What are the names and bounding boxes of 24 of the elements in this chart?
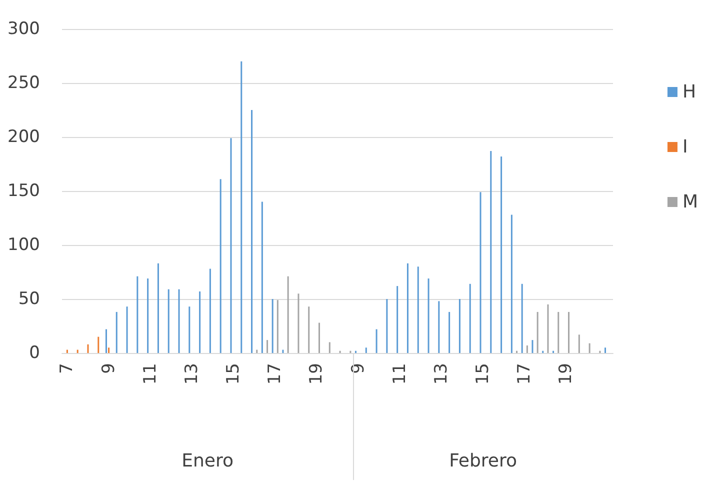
y-tick-label: 150	[8, 181, 40, 201]
legend-label: M	[682, 192, 698, 212]
legend-label: I	[682, 136, 688, 158]
y-tick-label: 50	[18, 289, 40, 309]
x-tick-label: 7	[57, 363, 78, 374]
x-tick-label: 15	[224, 363, 244, 385]
x-tick-label: 11	[140, 363, 160, 385]
x-tick-label: 17	[265, 363, 286, 385]
y-tick-label: 0	[29, 343, 40, 363]
x-tick-label: 11	[390, 363, 410, 385]
y-tick-label: 300	[8, 19, 40, 39]
text: Enero	[182, 450, 234, 472]
x-tick-label: 19	[556, 363, 576, 385]
x-tick-label: 9	[98, 363, 119, 374]
x-tick-label: 15	[473, 363, 494, 385]
x-tick-label: 19	[306, 363, 327, 385]
text: Febrero	[449, 450, 518, 472]
y-tick-label: 200	[8, 127, 40, 147]
y-tick-label: 250	[8, 73, 40, 93]
x-tick-label: 13	[182, 363, 202, 385]
legend-label: H	[682, 82, 696, 102]
y-tick-label: 100	[8, 235, 40, 255]
x-tick-label: 17	[514, 363, 535, 385]
x-tick-label: 13	[431, 363, 452, 385]
